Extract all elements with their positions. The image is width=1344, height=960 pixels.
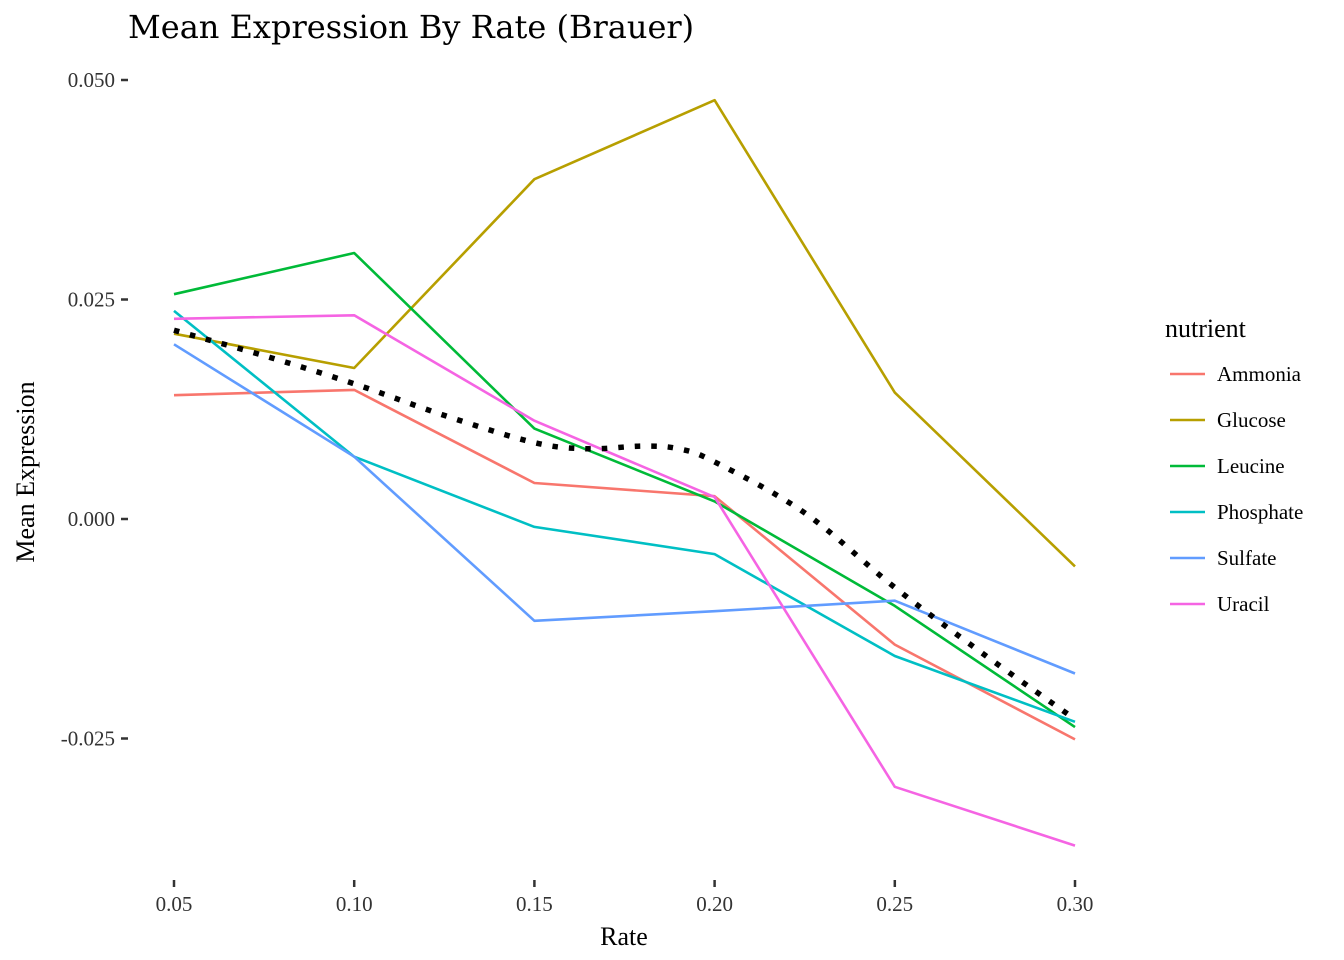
x-axis-title: Rate — [600, 922, 648, 951]
legend-title: nutrient — [1165, 314, 1247, 343]
x-tick-label: 0.05 — [156, 892, 193, 916]
series-line-ammonia — [173, 388, 1076, 741]
x-tick-label: 0.10 — [336, 892, 373, 916]
legend-items: Ammonia Glucose Leucine Phosphate Sulfate Ura… — [1170, 362, 1303, 616]
chart-title: Mean Expression By Rate (Brauer) — [128, 8, 694, 46]
legend-label: Uracil — [1217, 592, 1270, 616]
y-tick-label: -0.025 — [61, 727, 115, 751]
series-line-phosphate — [173, 309, 1076, 724]
x-axis: 0.05 0.10 0.15 0.20 0.25 0.30 — [156, 880, 1094, 916]
y-axis-title: Mean Expression — [11, 381, 40, 562]
legend-item-glucose: Glucose — [1170, 408, 1286, 432]
x-tick-label: 0.20 — [696, 892, 733, 916]
y-tick-label: 0.025 — [68, 288, 115, 312]
smooth-trend-line — [173, 327, 1077, 722]
legend-label: Ammonia — [1217, 362, 1302, 386]
plot-area — [173, 98, 1077, 847]
legend-label: Sulfate — [1217, 546, 1276, 570]
y-tick-label: 0.000 — [68, 507, 115, 531]
legend-item-leucine: Leucine — [1170, 454, 1285, 478]
x-tick-label: 0.30 — [1057, 892, 1094, 916]
legend-item-uracil: Uracil — [1170, 592, 1270, 616]
legend-label: Leucine — [1217, 454, 1285, 478]
legend: nutrient Ammonia Glucose Leucine Phosphate S… — [1165, 314, 1303, 616]
y-axis: -0.025 0.000 0.025 0.050 — [61, 68, 128, 751]
y-tick-label: 0.050 — [68, 68, 115, 92]
legend-item-ammonia: Ammonia — [1170, 362, 1302, 386]
series-line-leucine — [173, 251, 1076, 729]
series-line-uracil — [173, 313, 1076, 847]
x-tick-label: 0.15 — [516, 892, 553, 916]
series-line-sulfate — [173, 343, 1076, 675]
x-tick-label: 0.25 — [876, 892, 913, 916]
series-line-glucose — [173, 98, 1076, 568]
legend-item-sulfate: Sulfate — [1170, 546, 1276, 570]
legend-item-phosphate: Phosphate — [1170, 500, 1303, 524]
legend-label: Glucose — [1217, 408, 1286, 432]
legend-label: Phosphate — [1217, 500, 1303, 524]
